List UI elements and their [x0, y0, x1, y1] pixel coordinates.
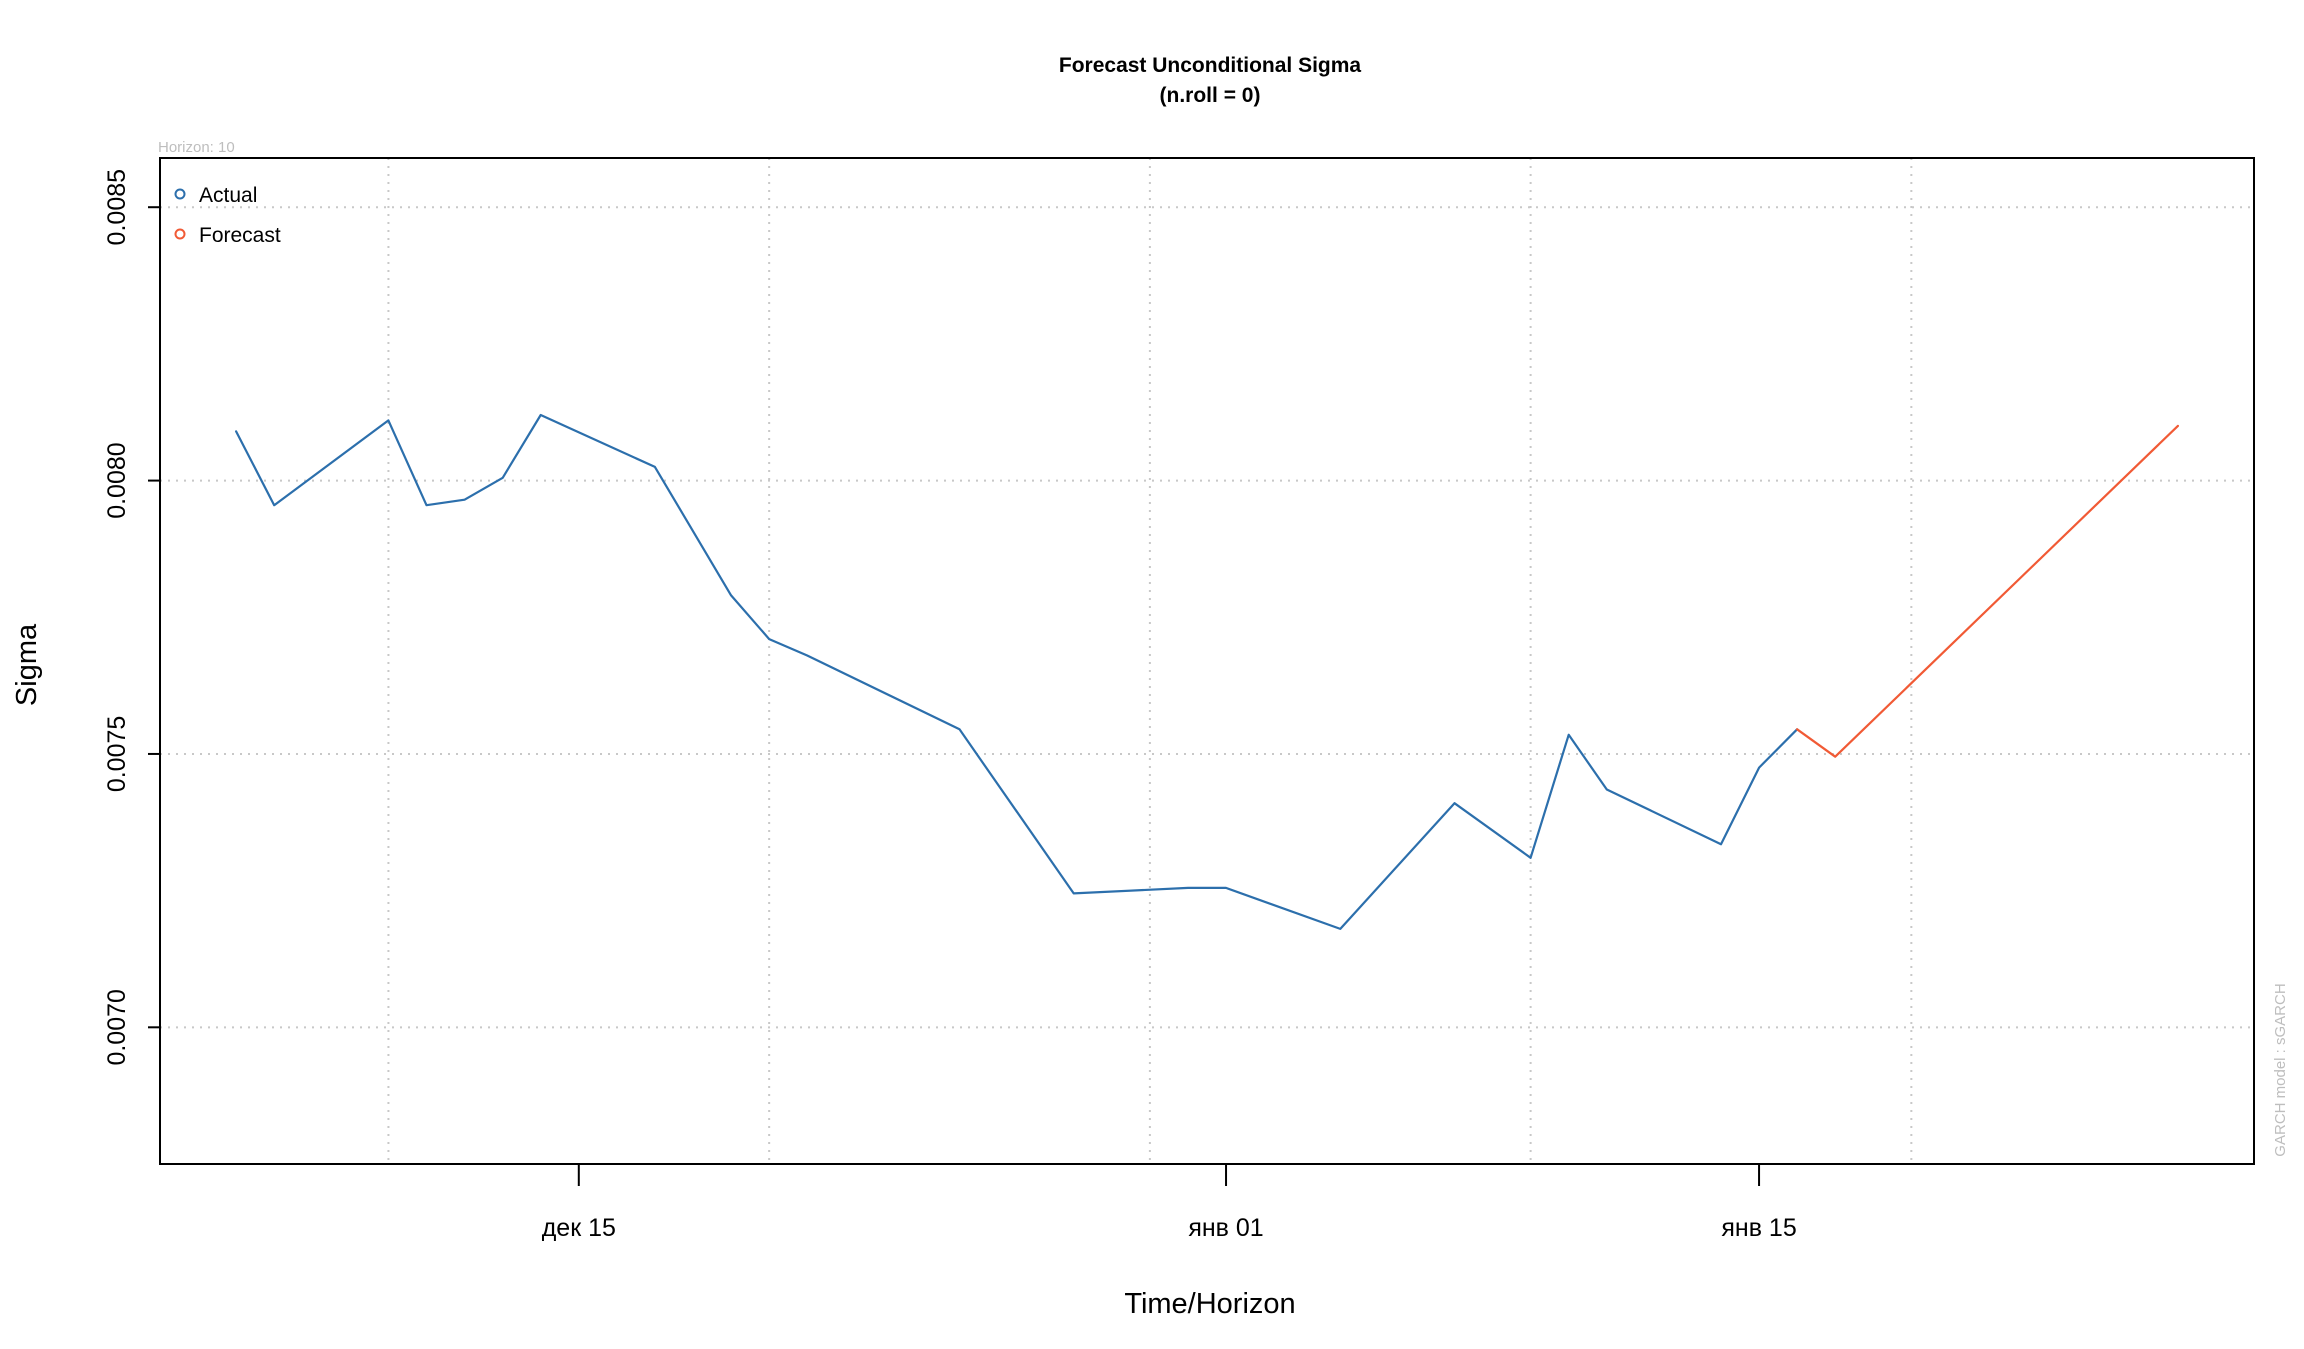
y-axis: 0.0070 0.0075 0.0080 0.0085	[103, 169, 160, 1066]
grid-layer	[160, 158, 2254, 1164]
legend: Actual Forecast	[174, 184, 281, 247]
series-layer	[235, 413, 2179, 931]
x-axis-label: Time/Horizon	[1124, 1288, 1295, 1320]
horizon-note: Horizon: 10	[158, 139, 235, 156]
x-tick-label: янв 15	[1721, 1214, 1796, 1242]
chart-title: Forecast Unconditional Sigma	[1059, 54, 1362, 77]
legend-label-actual: Actual	[199, 184, 257, 207]
plot-frame	[159, 157, 2255, 1165]
chart-subtitle: (n.roll = 0)	[1160, 84, 1261, 107]
series-line-forecast	[1795, 424, 2179, 758]
series-line-actual	[235, 413, 1799, 931]
y-tick-label: 0.0085	[103, 169, 131, 245]
x-axis: дек 15 янв 01 янв 15	[542, 1164, 1797, 1242]
x-tick-label: дек 15	[542, 1214, 616, 1242]
x-tick-label: янв 01	[1188, 1214, 1263, 1242]
legend-marker-forecast	[174, 228, 186, 240]
model-note: GARCH model : sGARCH	[2272, 983, 2289, 1156]
y-axis-label: Sigma	[11, 623, 43, 706]
y-tick-label: 0.0070	[103, 989, 131, 1065]
y-tick-label: 0.0075	[103, 716, 131, 792]
legend-label-forecast: Forecast	[199, 224, 281, 247]
y-tick-label: 0.0080	[103, 442, 131, 518]
legend-marker-actual	[174, 188, 186, 200]
